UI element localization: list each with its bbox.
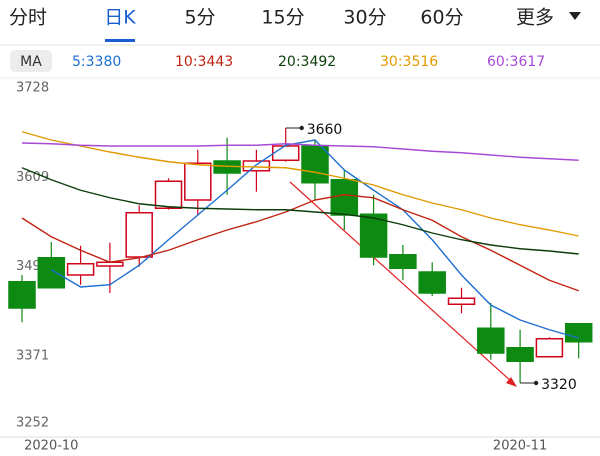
trend-arrow xyxy=(289,181,513,383)
candle-body xyxy=(154,180,183,209)
low-label-dot xyxy=(533,380,539,386)
y-tick-label: 3728 xyxy=(16,81,49,96)
candle-body xyxy=(506,347,534,362)
ma-line xyxy=(50,139,579,339)
candle-body xyxy=(330,179,359,216)
indicator-badge[interactable] xyxy=(10,50,52,72)
legend-entry: 20:3492 xyxy=(278,54,336,70)
candle-body xyxy=(447,297,476,305)
indicator-label[interactable]: MA xyxy=(20,54,42,70)
high-label: 3660 xyxy=(307,122,343,138)
y-tick-label: 3371 xyxy=(16,348,49,363)
high-label-dot xyxy=(299,125,304,131)
legend-entry: 5:3380 xyxy=(72,54,121,70)
tab-underline xyxy=(105,39,135,42)
candle-body xyxy=(125,212,153,258)
candle-body xyxy=(8,281,36,309)
candle-body xyxy=(37,257,66,289)
tab[interactable]: 30分 xyxy=(343,7,386,29)
candle-body xyxy=(184,162,212,201)
tab[interactable]: 分时 xyxy=(9,7,47,29)
more-arrow[interactable] xyxy=(569,12,581,20)
candle-body xyxy=(242,160,271,172)
low-label: 3320 xyxy=(541,377,577,393)
candle-body xyxy=(418,271,446,294)
ma-line xyxy=(21,131,579,237)
tab[interactable]: 5分 xyxy=(184,7,215,29)
legend-entry: 30:3516 xyxy=(380,54,438,70)
legend-entry: 60:3617 xyxy=(487,54,545,70)
more-tab[interactable]: 更多 xyxy=(516,7,554,29)
candle-body xyxy=(301,145,329,184)
tab[interactable]: 60分 xyxy=(420,7,463,29)
candle-body xyxy=(66,263,95,276)
candle-body xyxy=(271,145,300,161)
ma-line xyxy=(21,167,579,255)
x-tick-label: 2020-11 xyxy=(493,439,547,454)
y-tick-label: 3609 xyxy=(16,170,49,185)
candle-body xyxy=(359,213,388,258)
tab[interactable]: 日K xyxy=(104,7,136,29)
candle-body xyxy=(535,338,564,358)
tab[interactable]: 15分 xyxy=(261,7,304,29)
x-tick-label: 2020-10 xyxy=(24,439,78,454)
candle-body xyxy=(564,323,593,343)
ma-line xyxy=(21,194,579,292)
ma-line xyxy=(21,142,579,161)
y-tick-label: 3252 xyxy=(16,416,49,431)
candle-body xyxy=(477,327,505,354)
candle-body xyxy=(389,254,417,269)
legend-entry: 10:3443 xyxy=(175,54,233,70)
trend-arrow-head xyxy=(506,377,517,387)
